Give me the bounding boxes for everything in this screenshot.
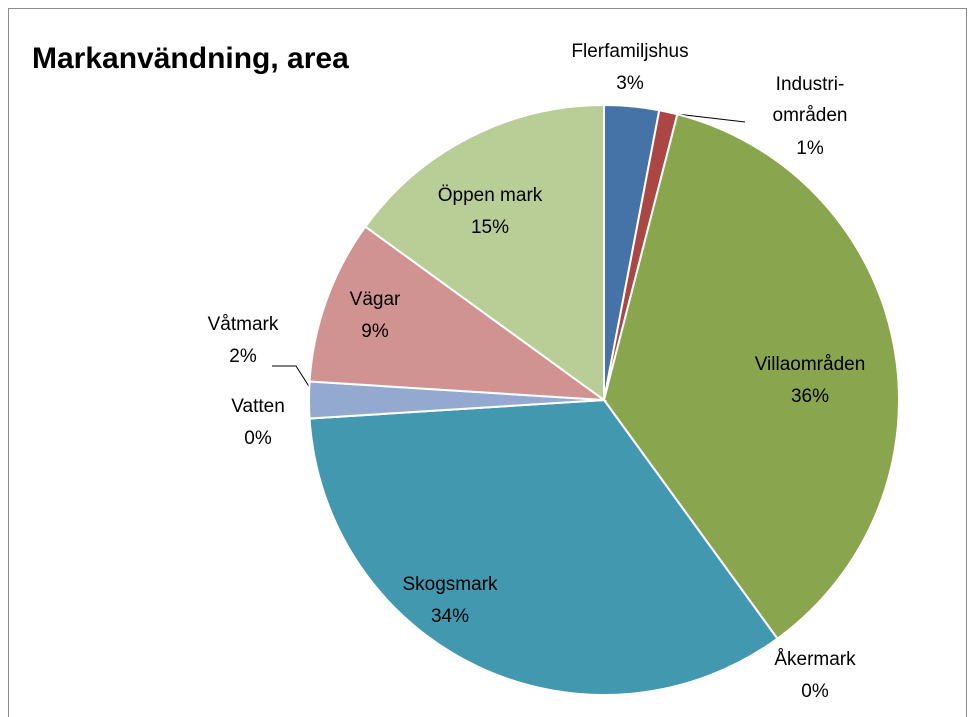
leader-line [272, 365, 311, 389]
slice-label: Industri-områden [773, 74, 848, 126]
slice-label: Vägar [350, 289, 401, 310]
slice-label: Flerfamiljshus [571, 41, 688, 62]
pie-slice [363, 103, 605, 402]
slice-value-label: 2% [229, 346, 257, 367]
slice-value-label: 36% [791, 386, 829, 407]
slice-label: Öppen mark [438, 185, 543, 206]
slice-value-label: 1% [796, 138, 824, 159]
slice-label: Villaområden [755, 354, 866, 375]
slice-label: Våtmark [208, 314, 279, 335]
slice-value-label: 3% [616, 73, 644, 94]
slice-value-label: 34% [431, 606, 469, 627]
pie-slice [308, 225, 608, 402]
slice-label: Vatten [231, 396, 285, 417]
pie-slice [602, 113, 900, 641]
slice-value-label: 15% [471, 217, 509, 238]
pie-slice [308, 398, 779, 696]
slice-value-label: 9% [361, 321, 389, 342]
slice-label: Åkermark [774, 649, 856, 670]
slice-value-label: 0% [244, 428, 272, 449]
slice-value-label: 0% [801, 681, 829, 702]
slice-label: Skogsmark [402, 574, 498, 595]
chart-title: Markanvändning, area [32, 42, 349, 75]
